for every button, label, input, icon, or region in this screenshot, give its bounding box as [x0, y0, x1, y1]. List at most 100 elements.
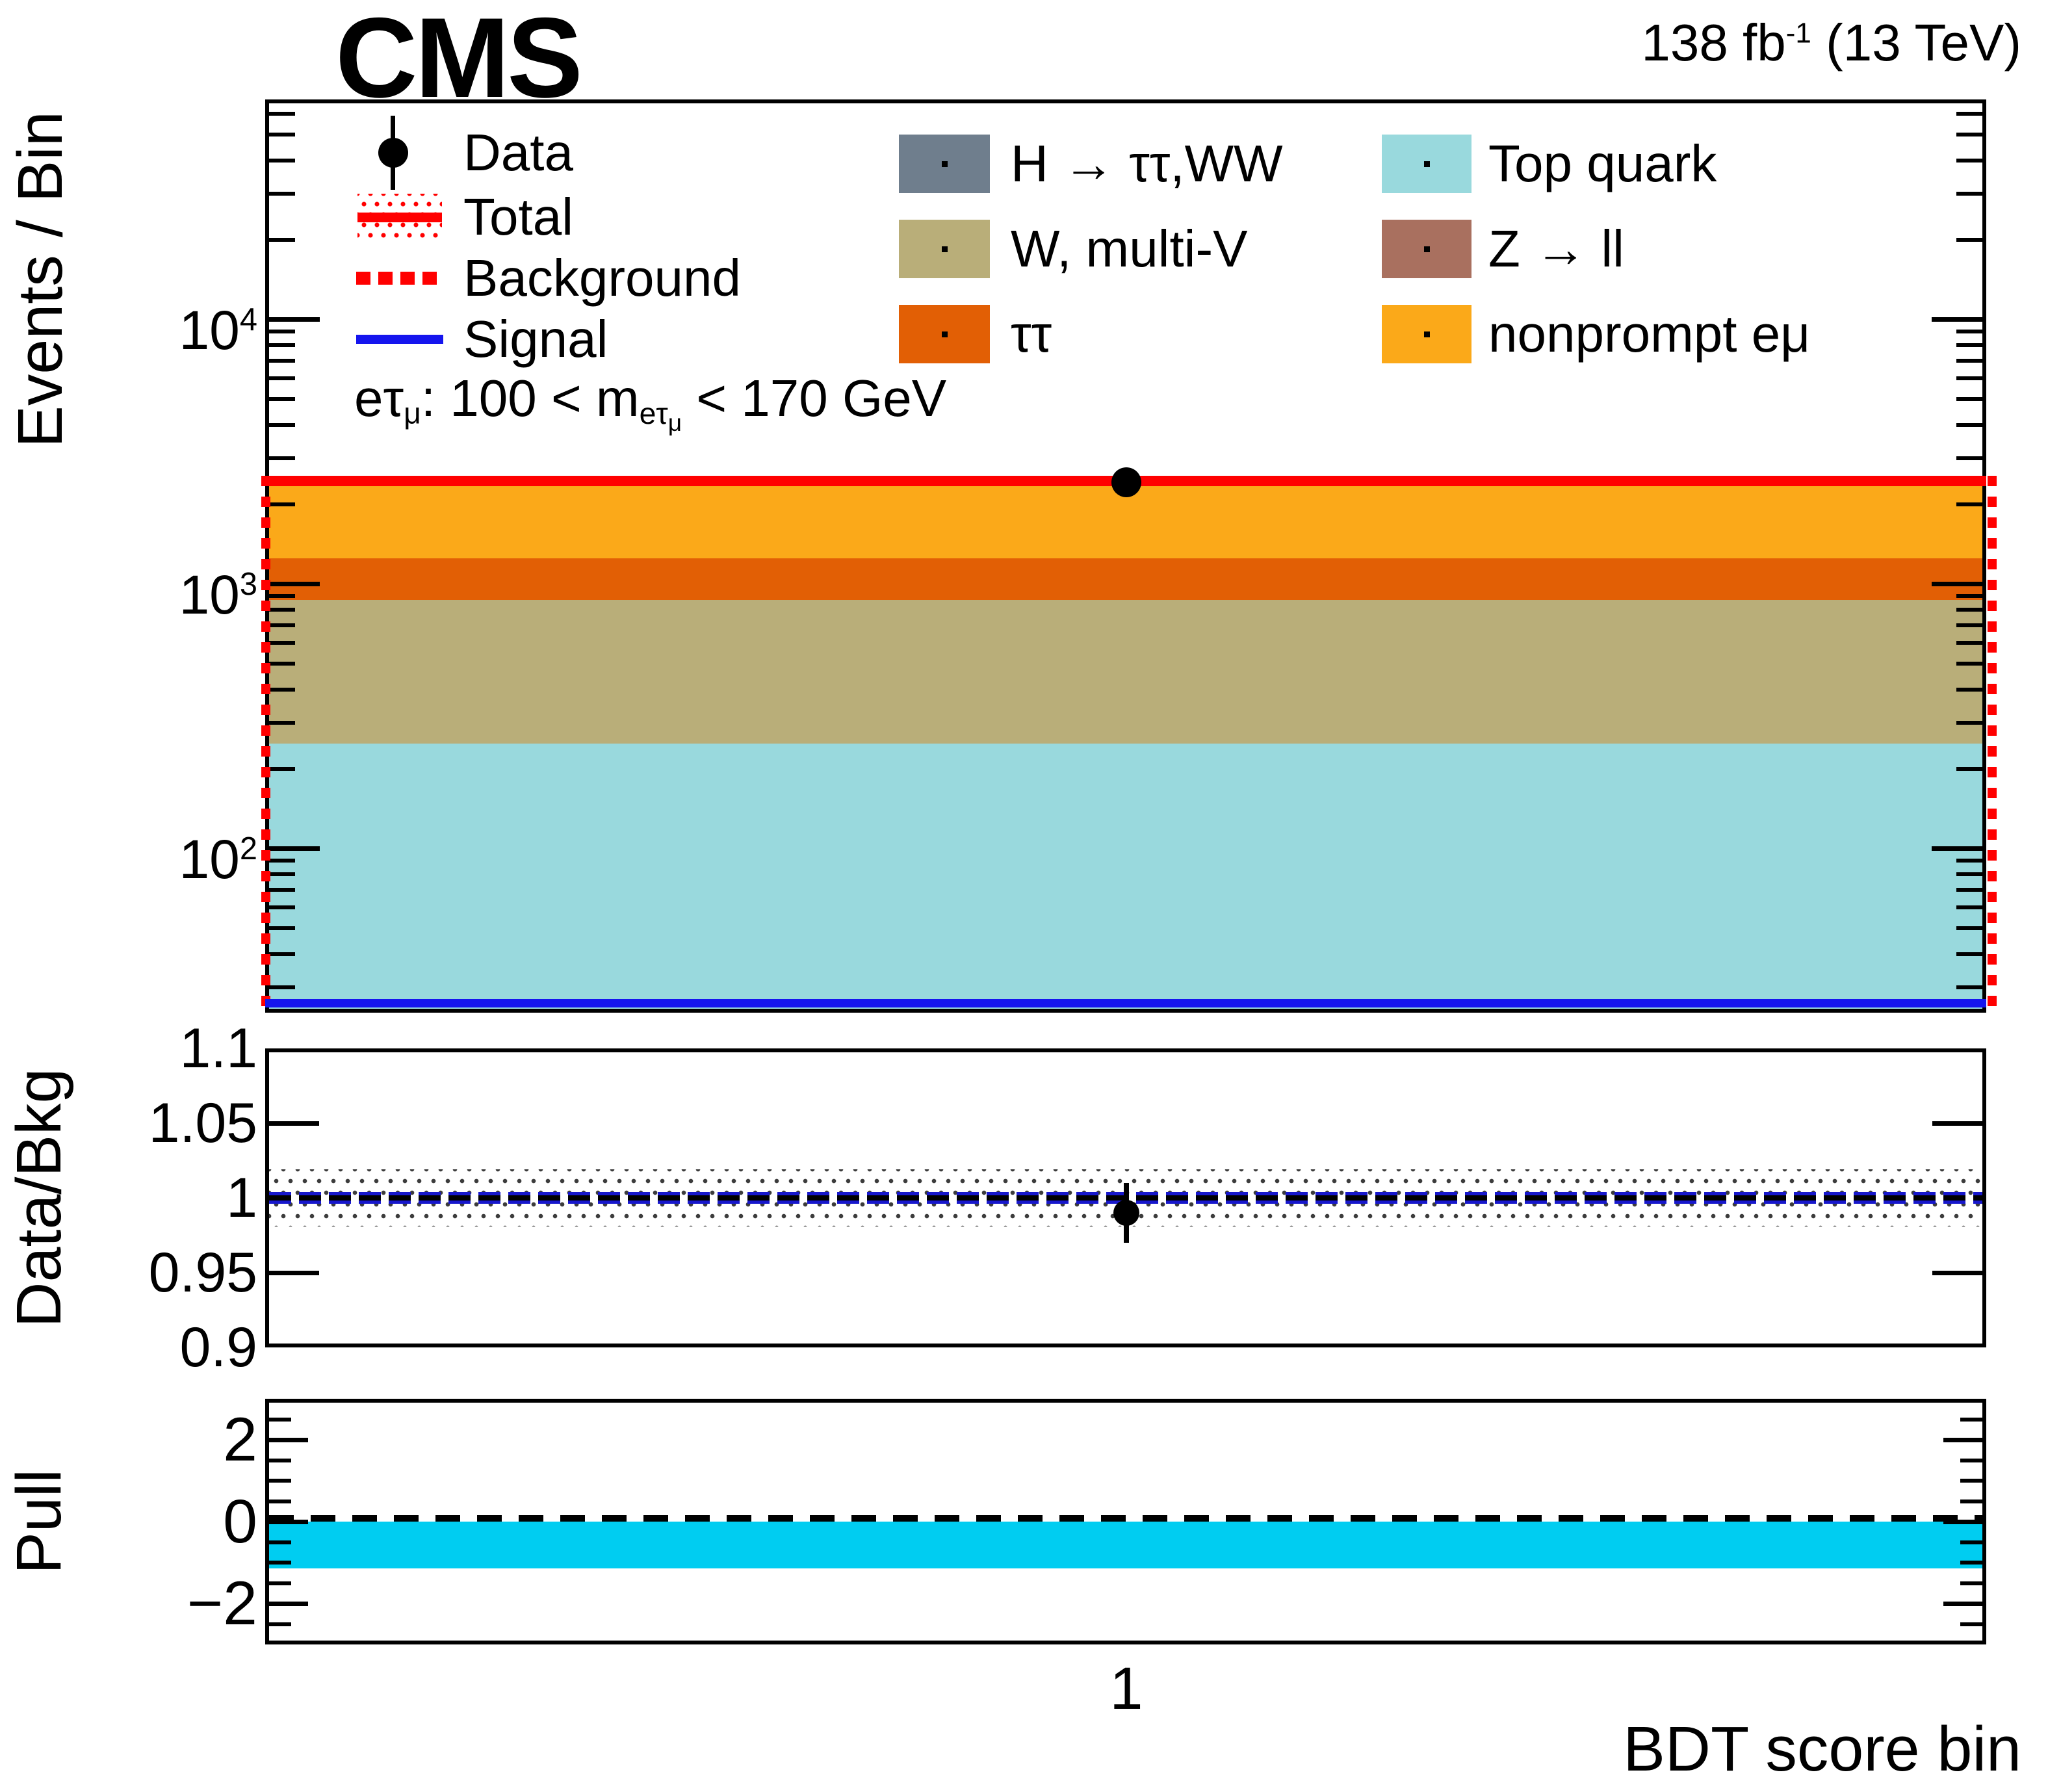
tick-base: 10: [179, 828, 240, 890]
main-y-minor-tick: [1956, 720, 1982, 725]
main-y-minor-tick: [1956, 133, 1982, 137]
pull-y-tick-label: 0: [223, 1487, 257, 1556]
swatch-marker-dot: [1424, 161, 1430, 167]
main-y-minor-tick: [269, 456, 295, 460]
main-y-minor-tick: [269, 623, 295, 627]
pull-y-minor-tick: [269, 1540, 291, 1544]
pull-y-minor-tick: [1960, 1417, 1982, 1422]
swatch-marker-dot: [1424, 331, 1430, 337]
pull-y-major-tick: [269, 1520, 308, 1524]
legend-data-marker: [357, 110, 442, 195]
main-y-minor-tick: [1956, 343, 1982, 348]
pull-y-major-tick: [1943, 1602, 1982, 1606]
pull-y-minor-tick: [269, 1479, 291, 1483]
legend-swatch-topquark: [1382, 135, 1471, 193]
legend-label-tautau: ττ: [1011, 305, 1052, 363]
main-y-minor-tick: [1956, 358, 1982, 363]
main-y-major-tick: [269, 317, 320, 322]
legend-signal-line: [356, 335, 443, 344]
main-y-minor-tick: [1956, 502, 1982, 507]
pull-panel: [265, 1399, 1986, 1644]
pull-y-minor-tick: [269, 1458, 291, 1462]
pull-y-tick-label: 2: [223, 1405, 257, 1474]
stack-layer-1: [269, 600, 1982, 744]
swatch-marker-dot: [942, 161, 948, 167]
main-y-minor-tick: [269, 905, 295, 910]
main-y-minor-tick: [1956, 608, 1982, 612]
main-y-major-tick: [1932, 317, 1982, 322]
main-plot-panel: [265, 99, 1986, 1013]
ratio-y-tick: [1932, 1121, 1982, 1126]
swatch-marker-dot: [942, 246, 948, 252]
main-y-minor-tick: [269, 662, 295, 666]
ratio-y-tick-label: 1: [226, 1167, 257, 1229]
swatch-marker-dot: [942, 331, 948, 337]
pull-y-minor-tick: [1960, 1581, 1982, 1585]
main-y-minor-tick: [1956, 767, 1982, 772]
main-y-major-tick: [269, 846, 320, 851]
lumi-energy: (13 TeV): [1811, 14, 2021, 71]
main-y-minor-tick: [269, 687, 295, 692]
pull-y-minor-tick: [269, 1622, 291, 1626]
main-y-minor-tick: [269, 397, 295, 402]
ratio-y-tick-label: 0.95: [148, 1241, 257, 1304]
ratio-y-tick-label: 0.9: [179, 1316, 257, 1379]
pull-y-major-tick: [1943, 1520, 1982, 1524]
main-y-minor-tick: [1956, 594, 1982, 599]
main-y-major-tick: [1932, 582, 1982, 587]
main-y-minor-tick: [1956, 641, 1982, 645]
pull-y-minor-tick: [1960, 1458, 1982, 1462]
pull-y-minor-tick: [1960, 1561, 1982, 1565]
selection-channel: eτ: [354, 369, 404, 427]
legend-swatch-httww: [899, 135, 990, 193]
pull-y-minor-tick: [1960, 1540, 1982, 1544]
pull-y-minor-tick: [1960, 1479, 1982, 1483]
main-y-minor-tick: [269, 720, 295, 725]
legend-label-httww: H → ττ,WW: [1011, 135, 1283, 192]
ratio-y-tick: [269, 1271, 319, 1275]
luminosity-label: 138 fb-1 (13 TeV): [1241, 14, 2021, 71]
main-y-minor-tick: [269, 608, 295, 612]
main-y-minor-tick: [269, 887, 295, 892]
main-y-minor-tick: [269, 343, 295, 348]
cms-logo: CMS: [335, 0, 583, 122]
main-y-minor-tick: [1956, 905, 1982, 910]
legend-swatch-tautau: [899, 305, 990, 363]
pull-zero-line: [269, 1515, 1982, 1522]
main-y-minor-tick: [269, 112, 295, 116]
main-y-minor-tick: [1956, 985, 1982, 989]
pull-y-major-tick: [269, 1438, 308, 1442]
tick-base: 10: [179, 564, 240, 625]
legend-swatch-wmultiv: [899, 220, 990, 278]
data-point-main: [1111, 467, 1141, 497]
pull-y-minor-tick: [269, 1581, 291, 1585]
x-axis-title: BDT score bin: [1623, 1713, 2021, 1784]
pull-y-minor-tick: [1960, 1499, 1982, 1503]
main-y-minor-tick: [269, 358, 295, 363]
legend-label-data: Data: [463, 123, 573, 181]
pull-y-minor-tick: [269, 1561, 291, 1565]
ratio-y-tick-label: 1.1: [179, 1017, 257, 1080]
main-y-major-tick: [269, 582, 320, 587]
main-y-minor-tick: [1956, 238, 1982, 242]
main-y-minor-tick: [1956, 422, 1982, 427]
pull-y-minor-tick: [269, 1417, 291, 1422]
selection-mass-subsub: μ: [668, 408, 682, 436]
main-y-minor-tick: [269, 952, 295, 956]
stack-layer-0: [269, 743, 1982, 1009]
selection-mass-range-left: : 100 < m: [421, 369, 640, 427]
legend-label-background: Background: [463, 249, 741, 307]
tick-exponent: 3: [239, 566, 257, 602]
selection-mass-range-right: < 170 GeV: [682, 369, 947, 427]
selection-mass-sub-text: eτ: [639, 396, 668, 430]
selection-label: eτμ: 100 < meτμ < 170 GeV: [354, 367, 946, 454]
pull-y-major-tick: [1943, 1438, 1982, 1442]
main-y-minor-tick: [1956, 158, 1982, 162]
legend-background-dashes: [356, 272, 443, 285]
main-y-minor-tick: [1956, 872, 1982, 877]
main-y-minor-tick: [1956, 112, 1982, 116]
main-y-minor-tick: [269, 133, 295, 137]
main-y-minor-tick: [1956, 952, 1982, 956]
main-y-minor-tick: [1956, 623, 1982, 627]
